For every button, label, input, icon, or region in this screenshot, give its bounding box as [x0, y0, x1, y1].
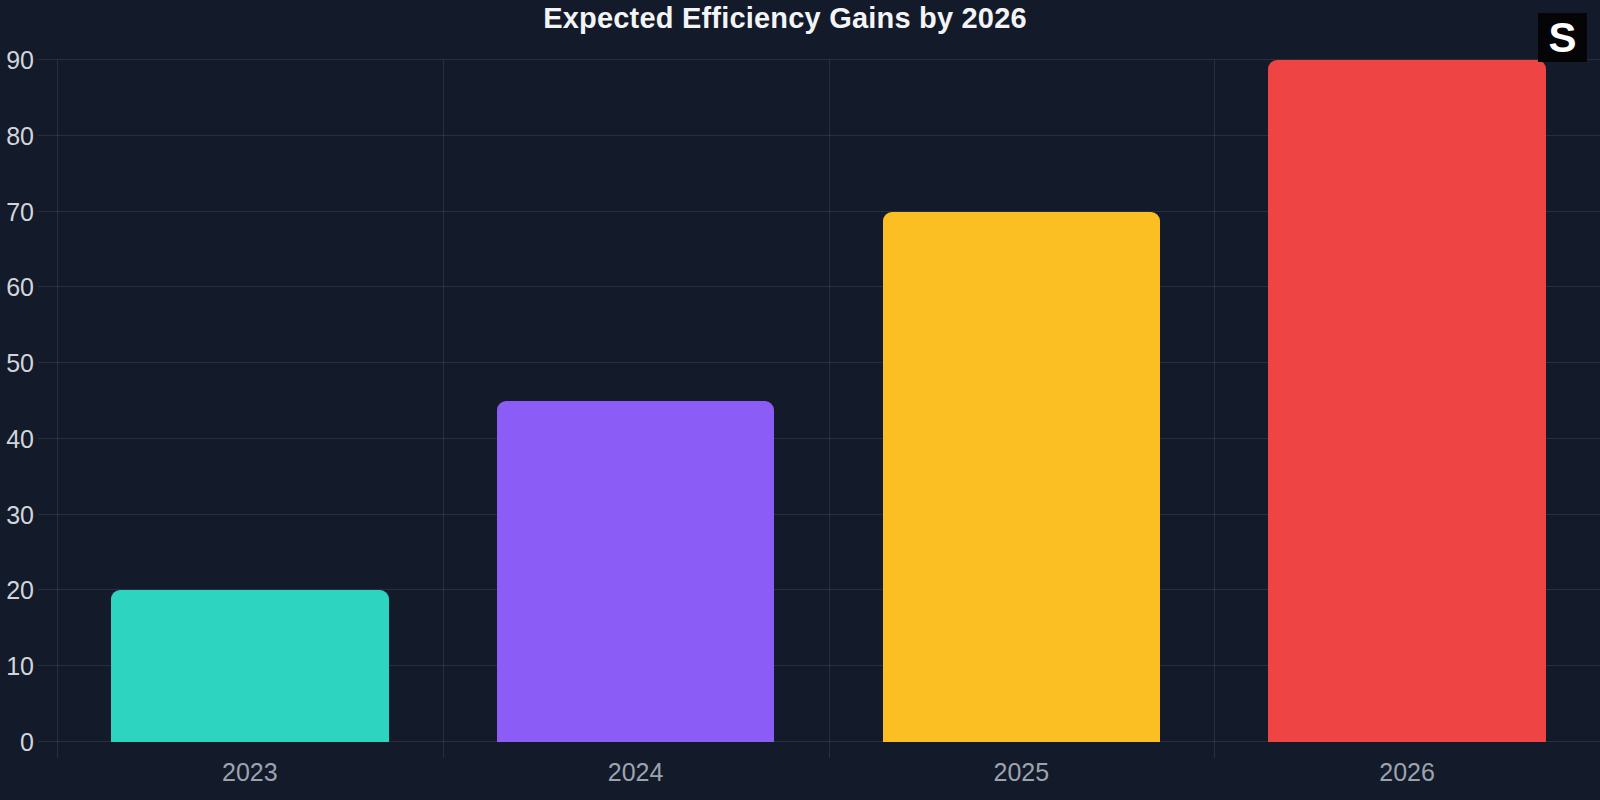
- y-axis-tick-label-90: 90: [6, 48, 34, 73]
- logo-badge[interactable]: S: [1538, 13, 1587, 62]
- y-axis-tick-label-50: 50: [6, 351, 34, 376]
- bar-2023[interactable]: [111, 590, 389, 742]
- x-axis-label-2024: 2024: [443, 758, 829, 787]
- y-axis-tick-label-80: 80: [6, 123, 34, 148]
- y-axis-tick-label-10: 10: [6, 654, 34, 679]
- y-axis-tick-label-40: 40: [6, 426, 34, 451]
- category-separator-1: [443, 60, 444, 758]
- x-axis-label-2023: 2023: [57, 758, 443, 787]
- bar-2024[interactable]: [497, 401, 775, 742]
- y-axis-tick-label-70: 70: [6, 199, 34, 224]
- plot-area: 01020304050607080902023202420252026: [57, 60, 1600, 742]
- y-axis-tick-label-0: 0: [20, 730, 34, 755]
- bar-2026[interactable]: [1268, 60, 1546, 742]
- y-axis-tick-label-20: 20: [6, 578, 34, 603]
- y-axis-tick-label-30: 30: [6, 502, 34, 527]
- category-separator-2: [829, 60, 830, 758]
- y-axis-line: [57, 60, 58, 758]
- x-axis-label-2025: 2025: [829, 758, 1215, 787]
- y-axis-tick-label-60: 60: [6, 275, 34, 300]
- bar-2025[interactable]: [883, 212, 1161, 742]
- chart-title: Expected Efficiency Gains by 2026: [0, 2, 1570, 35]
- x-axis-label-2026: 2026: [1214, 758, 1600, 787]
- efficiency-chart: Expected Efficiency Gains by 2026 S 0102…: [0, 0, 1600, 800]
- category-separator-3: [1214, 60, 1215, 758]
